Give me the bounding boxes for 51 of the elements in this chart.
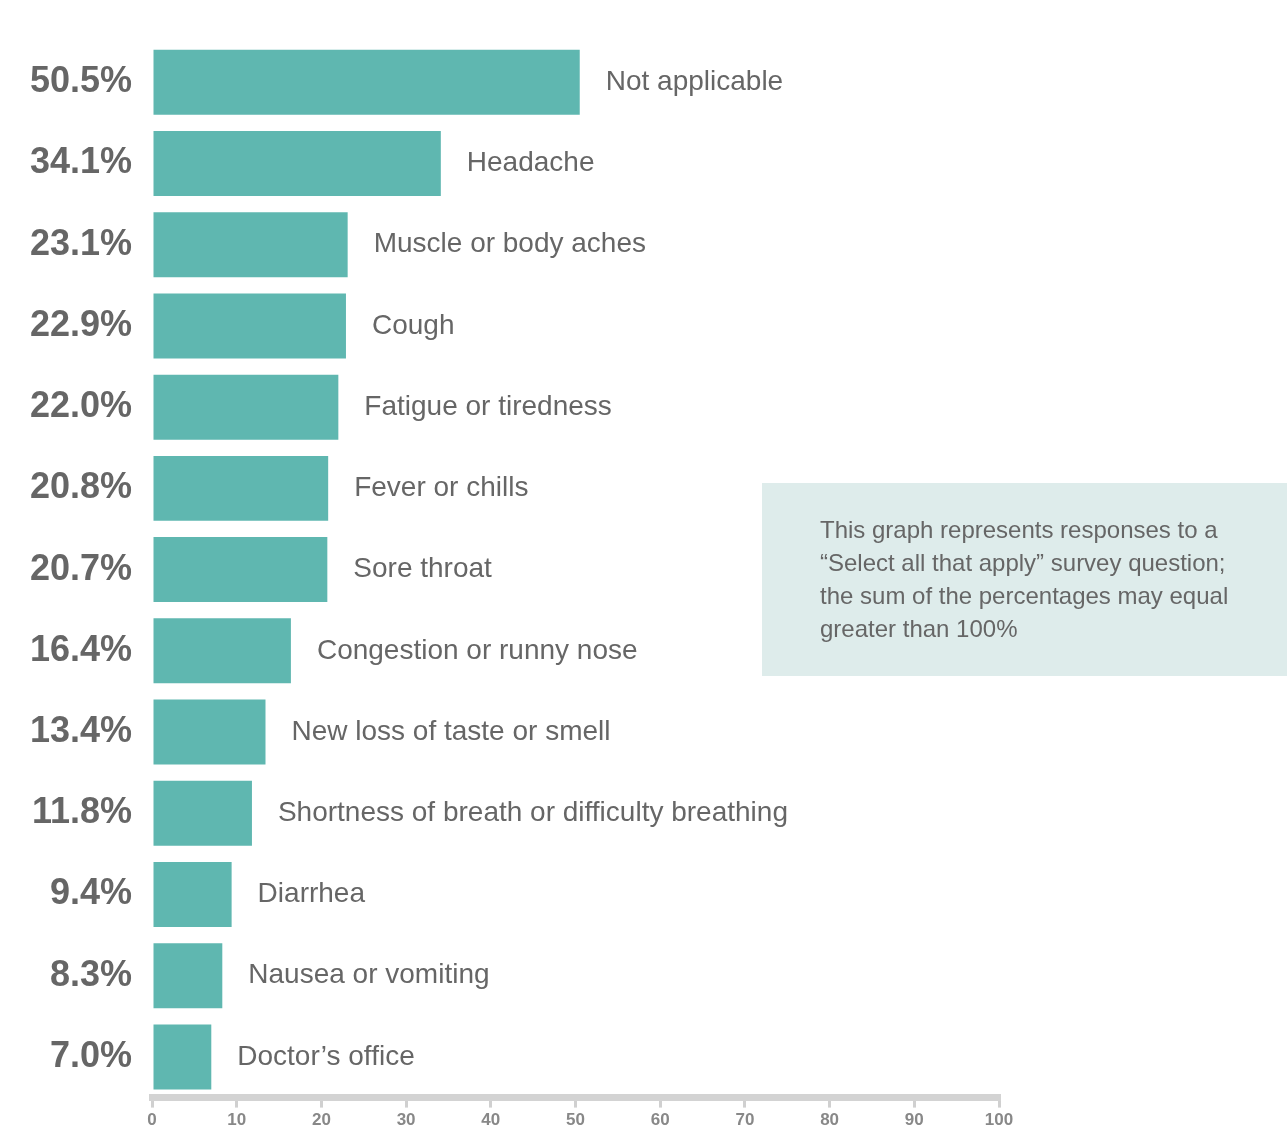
y-tick-label: Cough	[371, 308, 455, 340]
data-label: 8.3%	[49, 952, 132, 994]
x-tick-label: 70	[735, 1110, 755, 1130]
y-tick-label: Sore throat	[353, 552, 493, 584]
bar	[153, 780, 252, 846]
data-label: 23.1%	[29, 221, 132, 263]
x-tick-label: 0	[147, 1110, 157, 1130]
x-tick-label: 20	[311, 1110, 331, 1130]
bar	[153, 943, 223, 1009]
data-label: 16.4%	[29, 627, 132, 669]
data-label: 34.1%	[29, 140, 132, 182]
data-label: 11.8%	[31, 790, 132, 832]
bar	[153, 130, 441, 196]
bar	[153, 618, 291, 684]
x-tick-label: 30	[396, 1110, 416, 1130]
x-tick-label: 50	[566, 1110, 585, 1130]
y-tick-label: Muscle or body aches	[373, 227, 647, 259]
data-label: 22.9%	[29, 302, 132, 344]
y-tick-label: New loss of taste or smell	[291, 714, 611, 746]
data-label: 20.8%	[29, 465, 132, 507]
y-tick-label: Fatigue or tiredness	[364, 389, 612, 421]
bar	[153, 537, 328, 603]
x-tick-label: 10	[227, 1110, 247, 1130]
y-tick-label: Not applicable	[605, 64, 784, 96]
bar	[153, 699, 266, 765]
x-tick-label: 60	[650, 1110, 670, 1130]
y-tick-label: Shortness of breath or difficulty breathing	[277, 796, 788, 828]
note-box: This graph represents responses to a “Select all that apply” survey question; the sum of the percentages may equal greater than 100%	[762, 483, 1287, 676]
bar	[153, 862, 232, 928]
y-tick-label: Doctor’s office	[237, 1039, 415, 1071]
y-tick-label: Fever or chills	[354, 471, 529, 503]
data-label: 50.5%	[29, 59, 132, 101]
y-tick-label: Headache	[466, 146, 595, 178]
x-tick-label: 80	[820, 1110, 840, 1130]
bar	[153, 455, 329, 521]
data-label: 7.0%	[49, 1033, 132, 1075]
bar	[153, 49, 580, 115]
bar	[153, 212, 348, 278]
data-label: 20.7%	[29, 546, 132, 588]
y-tick-label: Congestion or runny nose	[316, 633, 638, 665]
y-tick-label: Diarrhea	[257, 877, 366, 909]
bar	[153, 374, 339, 440]
x-tick-label: 40	[481, 1110, 501, 1130]
x-tick-label: 100	[984, 1110, 1014, 1130]
x-tick-label: 90	[904, 1110, 924, 1130]
data-label: 22.0%	[29, 384, 132, 426]
y-tick-label: Nausea or vomiting	[248, 958, 490, 990]
bar	[153, 1024, 212, 1090]
data-label: 9.4%	[49, 871, 132, 913]
data-label: 13.4%	[29, 708, 132, 750]
bar	[153, 293, 346, 359]
